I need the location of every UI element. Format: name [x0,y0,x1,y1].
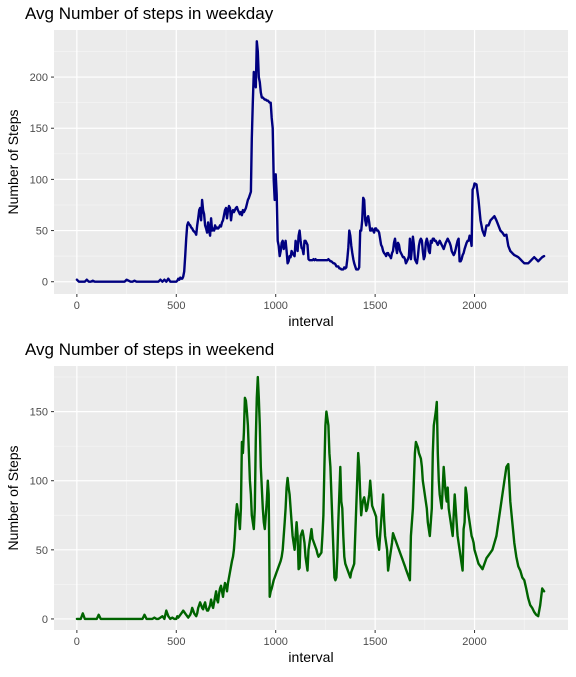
weekend-x-tick-label: 2000 [462,636,486,648]
weekend-x-tick-label: 500 [167,636,185,648]
weekend-y-tick-label: 100 [30,476,48,488]
weekend-chart: Avg Number of steps in weekend 0 50 100 150… [5,340,568,665]
weekend-x-axis-label: interval [288,649,333,665]
weekday-x-tick-label: 1500 [363,300,387,312]
weekend-steps-line [75,375,546,621]
weekend-y-axis-label: Number of Steps [5,445,21,550]
weekday-plot-panel [54,30,568,294]
weekday-y-tick-label: 50 [36,226,48,238]
weekday-y-tick-label: 100 [30,174,48,186]
weekday-x-axis-label: interval [288,313,333,329]
weekend-y-tick-label: 50 [36,545,48,557]
weekday-y-tick-label: 150 [30,123,48,135]
weekend-x-tick-label: 1500 [363,636,387,648]
weekend-y-tick-label: 150 [30,407,48,419]
weekday-x-tick-label: 1000 [263,300,287,312]
weekend-y-tick-label: 0 [42,614,48,626]
weekend-x-tick-label: 1000 [263,636,287,648]
weekday-x-tick-label: 500 [167,300,185,312]
weekday-y-tick-label: 200 [30,72,48,84]
weekend-plot-panel [54,366,568,630]
weekday-y-axis-label: Number of Steps [5,109,21,214]
weekend-chart-title: Avg Number of steps in weekend [25,340,274,359]
weekday-y-tick-label: 0 [42,277,48,289]
weekday-x-tick-label: 0 [74,300,80,312]
weekday-chart-title: Avg Number of steps in weekday [25,4,274,23]
weekend-x-tick-label: 0 [74,636,80,648]
weekday-steps-line [75,40,546,283]
weekday-x-tick-label: 2000 [462,300,486,312]
weekday-chart: Avg Number of steps in weekday 0 50 100 150… [5,4,568,329]
